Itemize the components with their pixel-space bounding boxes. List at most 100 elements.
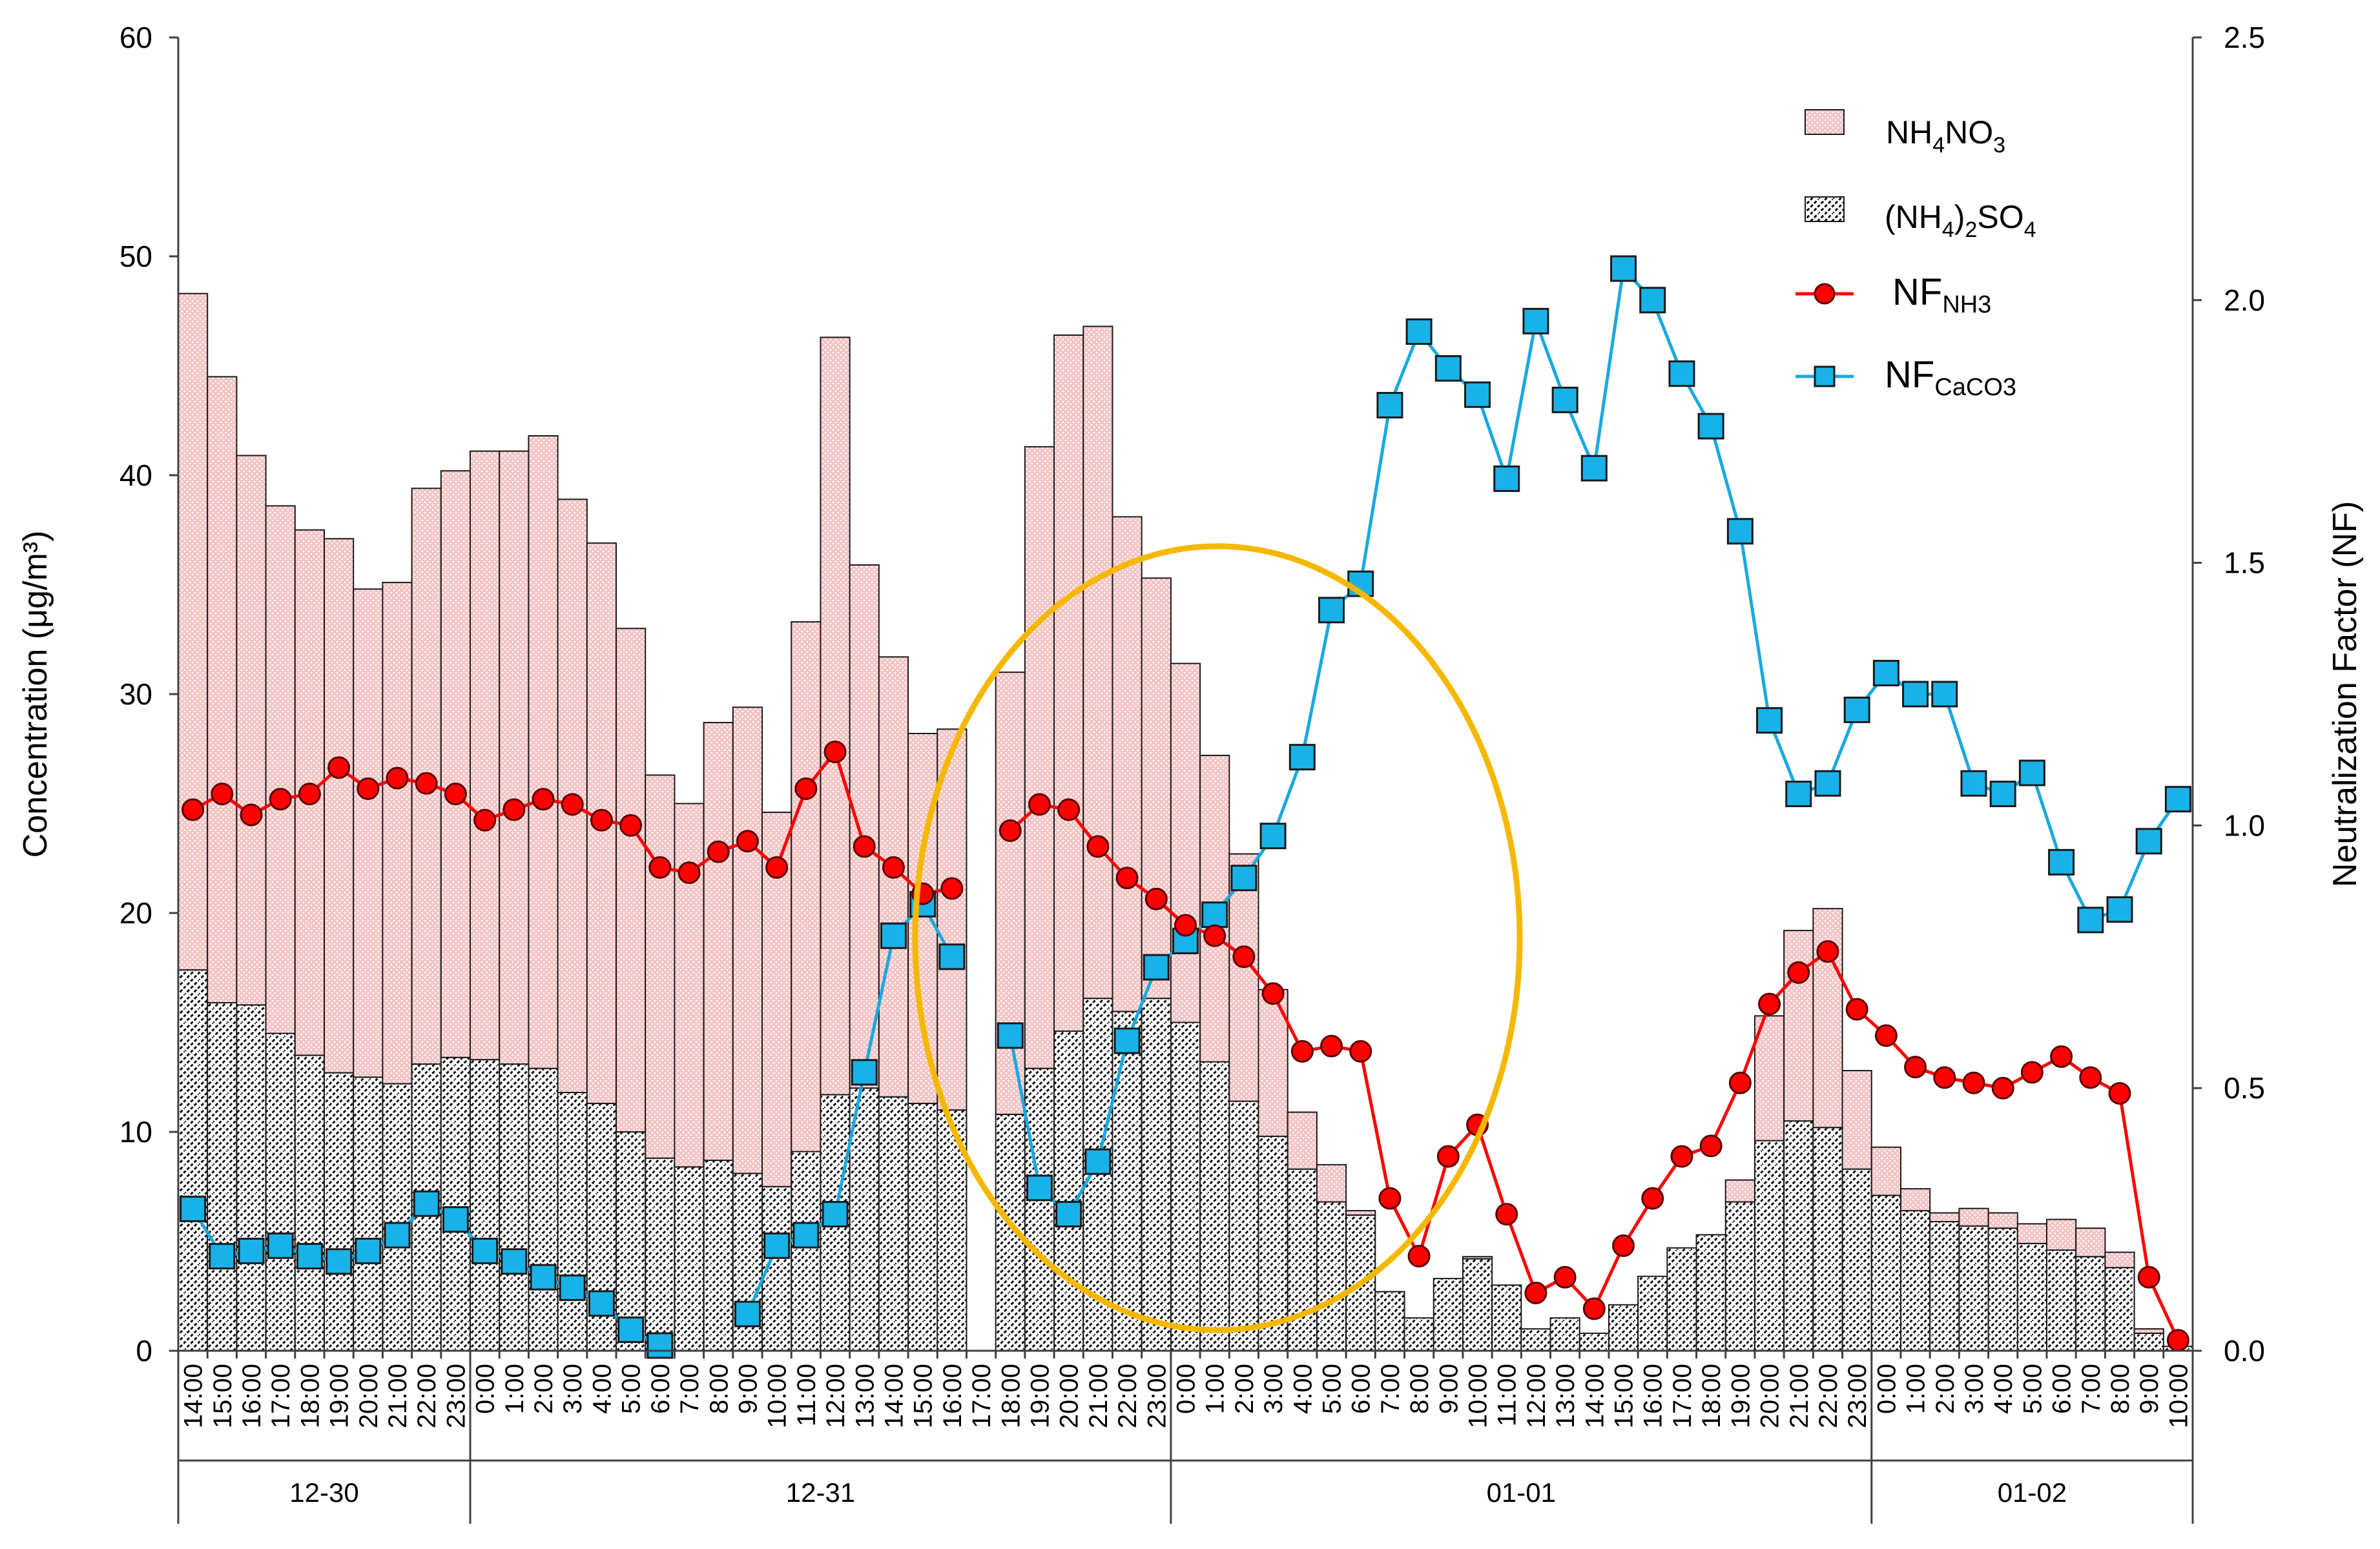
highlight-ellipse bbox=[912, 543, 1523, 1333]
xtick-label-5: 19:00 bbox=[326, 1364, 354, 1428]
marker-nf-nh3-34 bbox=[1174, 914, 1197, 937]
y2tick-label-4: 2.0 bbox=[2224, 283, 2265, 317]
bar-nitrate-11 bbox=[499, 450, 530, 1065]
marker-nf-nh3-32 bbox=[1115, 867, 1139, 890]
marker-nf-caco3-21 bbox=[792, 1222, 820, 1249]
marker-nf-nh3-53 bbox=[1728, 1071, 1752, 1094]
bar-nitrate-17 bbox=[674, 803, 705, 1168]
bar-sulfate-29 bbox=[1024, 1067, 1055, 1351]
bar-nitrate-21 bbox=[791, 621, 822, 1153]
bar-sulfate-35 bbox=[1199, 1061, 1230, 1352]
xtick-label-67: 9:00 bbox=[2135, 1364, 2164, 1414]
marker-nf-caco3-20 bbox=[763, 1232, 791, 1259]
bar-nitrate-9 bbox=[440, 470, 471, 1058]
xtick-label-27: 17:00 bbox=[968, 1364, 996, 1428]
bar-sulfate-52 bbox=[1695, 1234, 1726, 1351]
marker-nf-caco3-30 bbox=[1055, 1200, 1082, 1227]
bar-sulfate-39 bbox=[1316, 1201, 1347, 1351]
marker-nf-nh3-15 bbox=[619, 814, 643, 837]
marker-nf-nh3-66 bbox=[2108, 1082, 2131, 1105]
bar-nitrate-39 bbox=[1316, 1164, 1347, 1203]
xtick-label-20: 10:00 bbox=[763, 1364, 792, 1428]
bar-nitrate-62 bbox=[1987, 1212, 2018, 1229]
xtick-label-19: 9:00 bbox=[734, 1364, 763, 1414]
marker-nf-nh3-19 bbox=[736, 830, 759, 853]
marker-nf-nh3-67 bbox=[2137, 1266, 2160, 1289]
marker-nf-nh3-10 bbox=[473, 808, 497, 832]
marker-nf-nh3-6 bbox=[357, 777, 380, 800]
marker-nf-caco3-3 bbox=[267, 1232, 294, 1259]
xtick-label-47: 13:00 bbox=[1551, 1364, 1580, 1428]
xtick-label-65: 7:00 bbox=[2077, 1364, 2106, 1414]
bar-nitrate-63 bbox=[2016, 1223, 2047, 1244]
xtick-label-64: 6:00 bbox=[2048, 1364, 2076, 1414]
marker-nf-caco3-23 bbox=[851, 1059, 878, 1086]
xtick-label-6: 20:00 bbox=[355, 1364, 383, 1428]
y2tick-label-2: 1.0 bbox=[2224, 808, 2265, 842]
y2tick-label-3: 1.5 bbox=[2224, 546, 2265, 580]
legend-label-nitrate: NH4NO3 bbox=[1886, 114, 2005, 158]
xtick-label-52: 18:00 bbox=[1697, 1364, 1726, 1428]
marker-nf-nh3-36 bbox=[1232, 945, 1256, 969]
marker-nf-caco3-36 bbox=[1230, 865, 1257, 892]
bar-sulfate-44 bbox=[1462, 1258, 1493, 1351]
xtick-label-16: 6:00 bbox=[647, 1364, 675, 1414]
bar-nitrate-7 bbox=[382, 582, 413, 1085]
bar-sulfate-34 bbox=[1170, 1021, 1201, 1351]
marker-nf-nh3-7 bbox=[386, 766, 409, 790]
marker-nf-nh3-59 bbox=[1904, 1056, 1927, 1079]
ytick-label-4: 40 bbox=[119, 458, 152, 492]
marker-nf-nh3-61 bbox=[1962, 1071, 1985, 1094]
marker-nf-caco3-64 bbox=[2048, 848, 2075, 876]
bar-sulfate-66 bbox=[2104, 1267, 2135, 1352]
marker-nf-nh3-68 bbox=[2166, 1329, 2189, 1352]
marker-nf-nh3-65 bbox=[2079, 1066, 2102, 1089]
marker-nf-caco3-42 bbox=[1405, 318, 1433, 345]
marker-nf-caco3-6 bbox=[355, 1237, 382, 1264]
marker-nf-caco3-32 bbox=[1113, 1027, 1141, 1054]
marker-nf-nh3-17 bbox=[678, 861, 701, 885]
date-label-01-01: 01-01 bbox=[1487, 1477, 1556, 1508]
marker-nf-nh3-1 bbox=[211, 783, 234, 806]
marker-nf-caco3-66 bbox=[2106, 896, 2133, 923]
marker-nf-nh3-22 bbox=[823, 740, 847, 763]
xtick-label-33: 23:00 bbox=[1143, 1364, 1171, 1428]
bar-nitrate-19 bbox=[732, 706, 763, 1175]
bar-nitrate-67 bbox=[2133, 1328, 2164, 1334]
xtick-label-10: 0:00 bbox=[471, 1364, 500, 1414]
marker-nf-caco3-65 bbox=[2077, 907, 2104, 934]
marker-nf-nh3-55 bbox=[1787, 961, 1810, 984]
bar-sulfate-45 bbox=[1491, 1284, 1522, 1352]
marker-nf-caco3-9 bbox=[442, 1206, 469, 1233]
bar-nitrate-38 bbox=[1287, 1111, 1318, 1170]
bar-nitrate-40 bbox=[1345, 1210, 1376, 1216]
xtick-label-58: 0:00 bbox=[1872, 1364, 1901, 1414]
marker-nf-nh3-14 bbox=[590, 808, 613, 832]
marker-nf-nh3-11 bbox=[502, 798, 526, 821]
marker-nf-nh3-64 bbox=[2050, 1045, 2073, 1068]
marker-nf-nh3-43 bbox=[1436, 1145, 1460, 1168]
marker-nf-caco3-47 bbox=[1551, 386, 1578, 413]
bar-nitrate-5 bbox=[324, 538, 355, 1074]
y2tick-label-5: 2.5 bbox=[2224, 21, 2265, 54]
marker-nf-caco3-15 bbox=[617, 1316, 645, 1343]
bar-nitrate-23 bbox=[849, 564, 880, 1089]
marker-nf-nh3-60 bbox=[1933, 1066, 1956, 1089]
bar-sulfate-0 bbox=[178, 969, 209, 1351]
xtick-label-4: 18:00 bbox=[296, 1364, 324, 1428]
marker-nf-nh3-31 bbox=[1086, 835, 1110, 858]
marker-nf-caco3-43 bbox=[1434, 355, 1462, 382]
marker-nf-nh3-40 bbox=[1349, 1040, 1372, 1063]
marker-nf-caco3-35 bbox=[1201, 901, 1228, 928]
marker-nf-nh3-47 bbox=[1553, 1266, 1577, 1289]
marker-nf-nh3-42 bbox=[1407, 1245, 1431, 1268]
marker-nf-nh3-30 bbox=[1057, 798, 1081, 821]
marker-nf-nh3-46 bbox=[1524, 1282, 1547, 1305]
marker-nf-nh3-13 bbox=[561, 793, 584, 816]
bar-sulfate-24 bbox=[878, 1096, 909, 1351]
bar-sulfate-42 bbox=[1403, 1317, 1434, 1352]
marker-nf-caco3-41 bbox=[1376, 392, 1403, 419]
marker-nf-nh3-58 bbox=[1874, 1024, 1898, 1047]
xtick-label-7: 21:00 bbox=[384, 1364, 412, 1428]
marker-nf-caco3-57 bbox=[1843, 696, 1870, 723]
